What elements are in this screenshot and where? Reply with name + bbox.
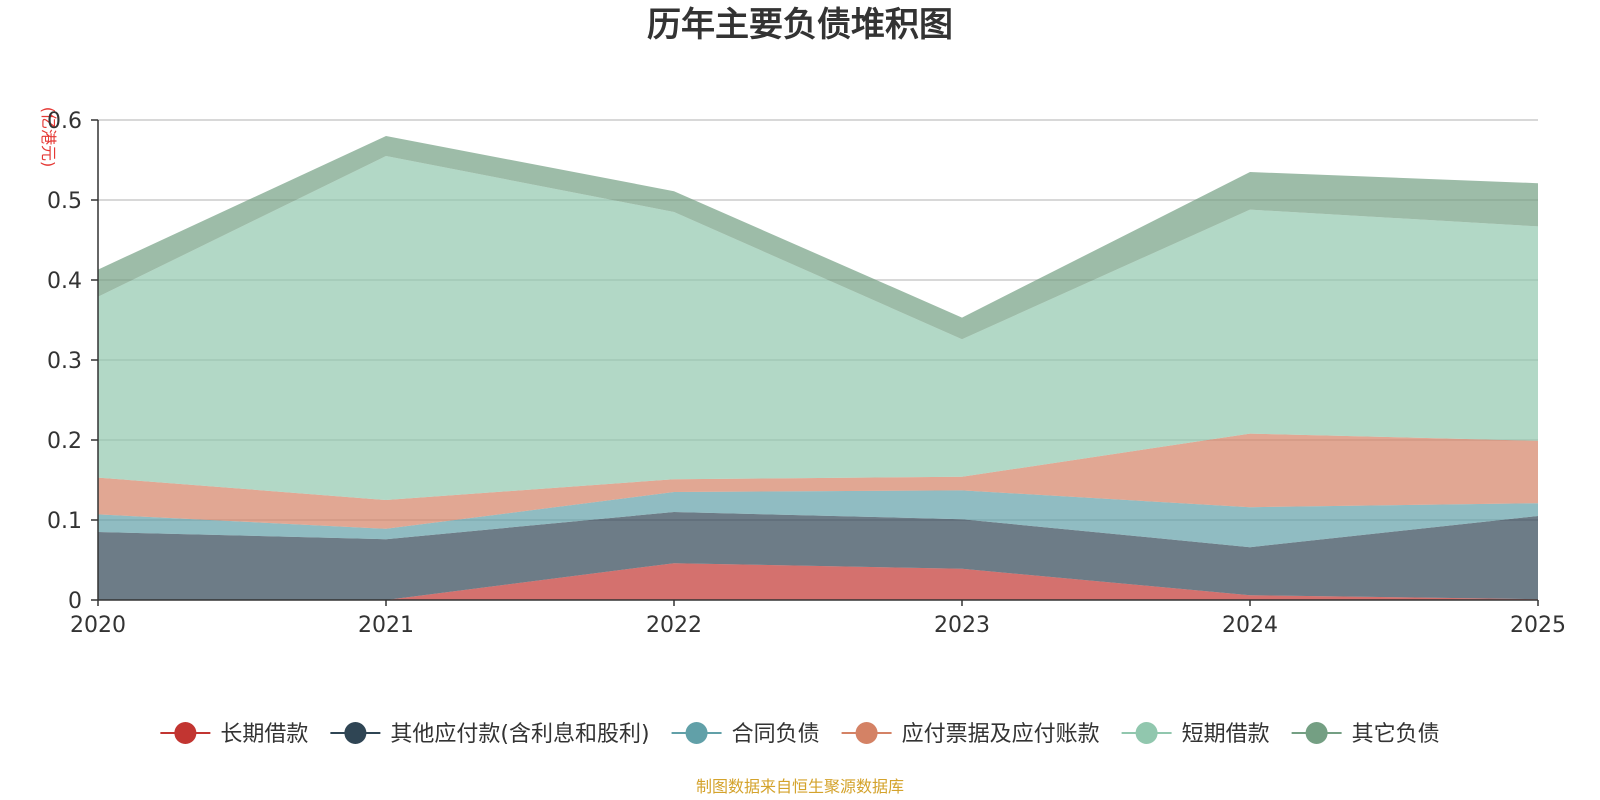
area-series-1	[98, 563, 1538, 600]
legend-item-3[interactable]: 合同负债	[671, 722, 820, 747]
source-note: 制图数据来自恒生聚源数据库	[696, 777, 904, 796]
area-series-4	[98, 433, 1538, 529]
axes: 0 0.1 0.2 0.3 0.4 0.5 0.6 2020 2021 2022 2023 2024 2…	[47, 109, 1566, 638]
legend-label: 合同负债	[732, 722, 820, 747]
area-series-3	[98, 490, 1538, 548]
y-tick-label: 0.3	[47, 349, 82, 374]
legend[interactable]: 长期借款 其他应付款(含利息和股利) 合同负债 应付票据及应付账款 短期借款 其它负债	[160, 722, 1440, 747]
legend-item-5[interactable]: 短期借款	[1121, 722, 1270, 747]
legend-item-6[interactable]: 其它负债	[1291, 722, 1440, 747]
area-series-5	[98, 156, 1538, 500]
x-tick-label: 2025	[1510, 613, 1566, 638]
legend-marker	[344, 722, 367, 744]
legend-item-2[interactable]: 其他应付款(含利息和股利)	[330, 722, 650, 747]
stacked-areas	[98, 136, 1538, 600]
x-tick-label: 2021	[358, 613, 414, 638]
y-axis-label: (亿港元)	[39, 107, 58, 168]
y-tick-label: 0.2	[47, 429, 82, 454]
x-tick-label: 2020	[70, 613, 126, 638]
x-tick-label: 2022	[646, 613, 702, 638]
chart-title: 历年主要负债堆积图	[647, 5, 953, 45]
y-tick-label: 0	[68, 589, 82, 614]
legend-label: 应付票据及应付账款	[902, 722, 1100, 747]
legend-marker	[685, 722, 708, 744]
legend-marker	[174, 722, 197, 744]
legend-label: 短期借款	[1182, 722, 1270, 747]
x-tick-label: 2024	[1222, 613, 1278, 638]
legend-label: 长期借款	[220, 722, 308, 747]
legend-item-4[interactable]: 应付票据及应付账款	[841, 722, 1100, 747]
legend-marker	[1135, 722, 1158, 744]
y-tick-label: 0.6	[47, 109, 82, 134]
legend-item-1[interactable]: 长期借款	[160, 722, 308, 747]
legend-label: 其它负债	[1352, 722, 1440, 747]
legend-label: 其他应付款(含利息和股利)	[390, 722, 649, 747]
x-tick-label: 2023	[934, 613, 990, 638]
area-series-2	[98, 512, 1538, 600]
legend-marker	[1305, 722, 1328, 744]
legend-marker	[855, 722, 878, 744]
y-tick-label: 0.5	[47, 189, 82, 214]
y-tick-label: 0.1	[47, 509, 82, 534]
y-tick-label: 0.4	[47, 269, 82, 294]
